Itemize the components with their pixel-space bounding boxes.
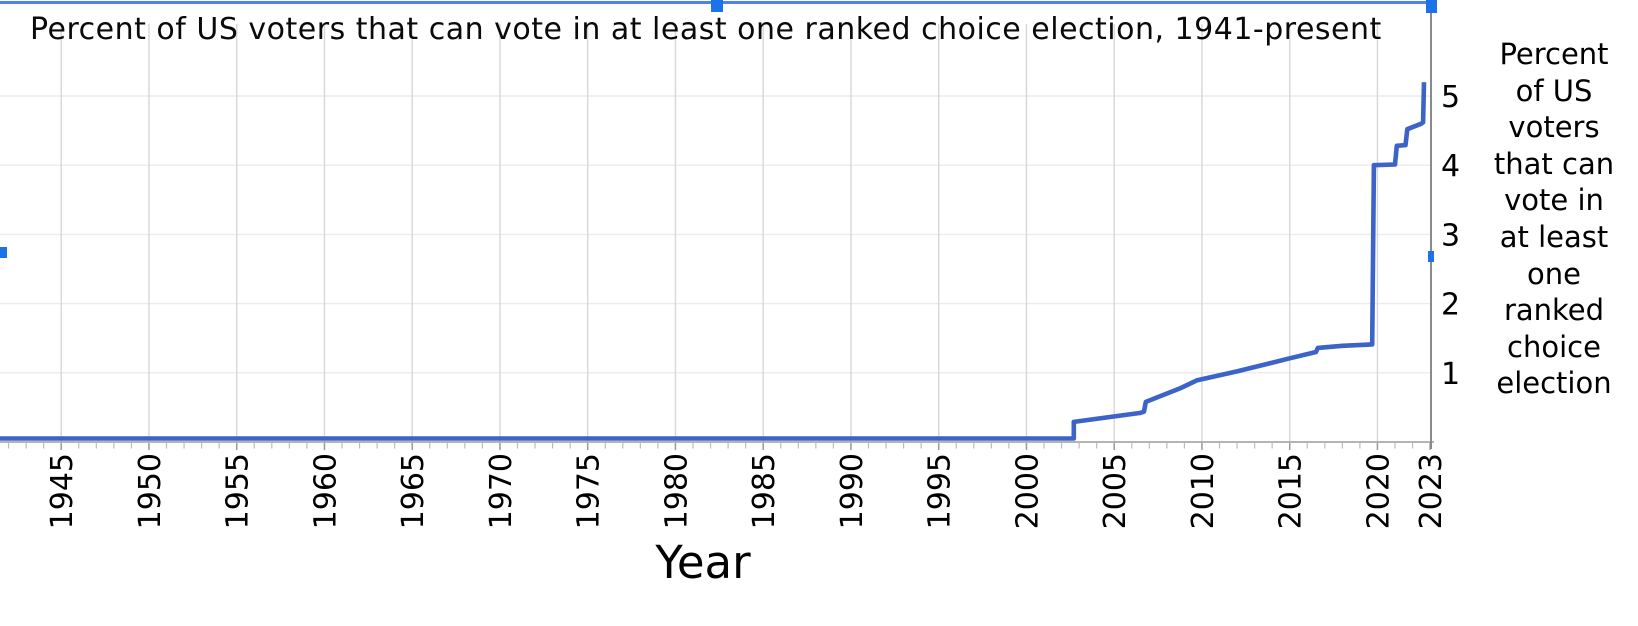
x-tick-label: 1980: [659, 453, 694, 529]
x-tick-label: 2015: [1274, 453, 1309, 529]
x-tick-label: 2010: [1186, 453, 1221, 529]
y-tick-label: 4: [1441, 149, 1460, 184]
selection-handle-top-right[interactable]: [1426, 0, 1437, 13]
x-tick-label: 1990: [835, 453, 870, 529]
y-tick-label: 3: [1441, 218, 1460, 253]
x-tick-label: 1950: [133, 453, 168, 529]
x-tick-label: 2023: [1414, 453, 1449, 529]
x-tick-label: 1970: [484, 453, 519, 529]
y-axis-title: Percent of US voters that can vote in at…: [1493, 37, 1615, 401]
y-tick-label: 1: [1441, 357, 1460, 392]
x-tick-label: 2005: [1098, 453, 1133, 529]
selection-handle-top-middle[interactable]: [711, 0, 723, 12]
selection-handle-right-middle[interactable]: [1428, 251, 1434, 262]
x-tick-label: 1985: [747, 453, 782, 529]
x-tick-label: 1960: [308, 453, 343, 529]
y-tick-label: 2: [1441, 288, 1460, 323]
data-line: [0, 82, 1427, 441]
x-tick-label: 1945: [45, 453, 80, 529]
y-tick-label: 5: [1441, 80, 1460, 115]
x-axis-title: Year: [655, 536, 751, 589]
x-tick-label: 2000: [1010, 453, 1045, 529]
x-tick-label: 1965: [396, 453, 431, 529]
x-tick-label: 2020: [1361, 453, 1396, 529]
selection-handle-left-middle[interactable]: [0, 247, 7, 258]
x-tick-label: 1975: [572, 453, 607, 529]
x-tick-label: 1995: [923, 453, 958, 529]
chart-title: Percent of US voters that can vote in at…: [30, 12, 1382, 47]
x-tick-label: 1955: [221, 453, 256, 529]
